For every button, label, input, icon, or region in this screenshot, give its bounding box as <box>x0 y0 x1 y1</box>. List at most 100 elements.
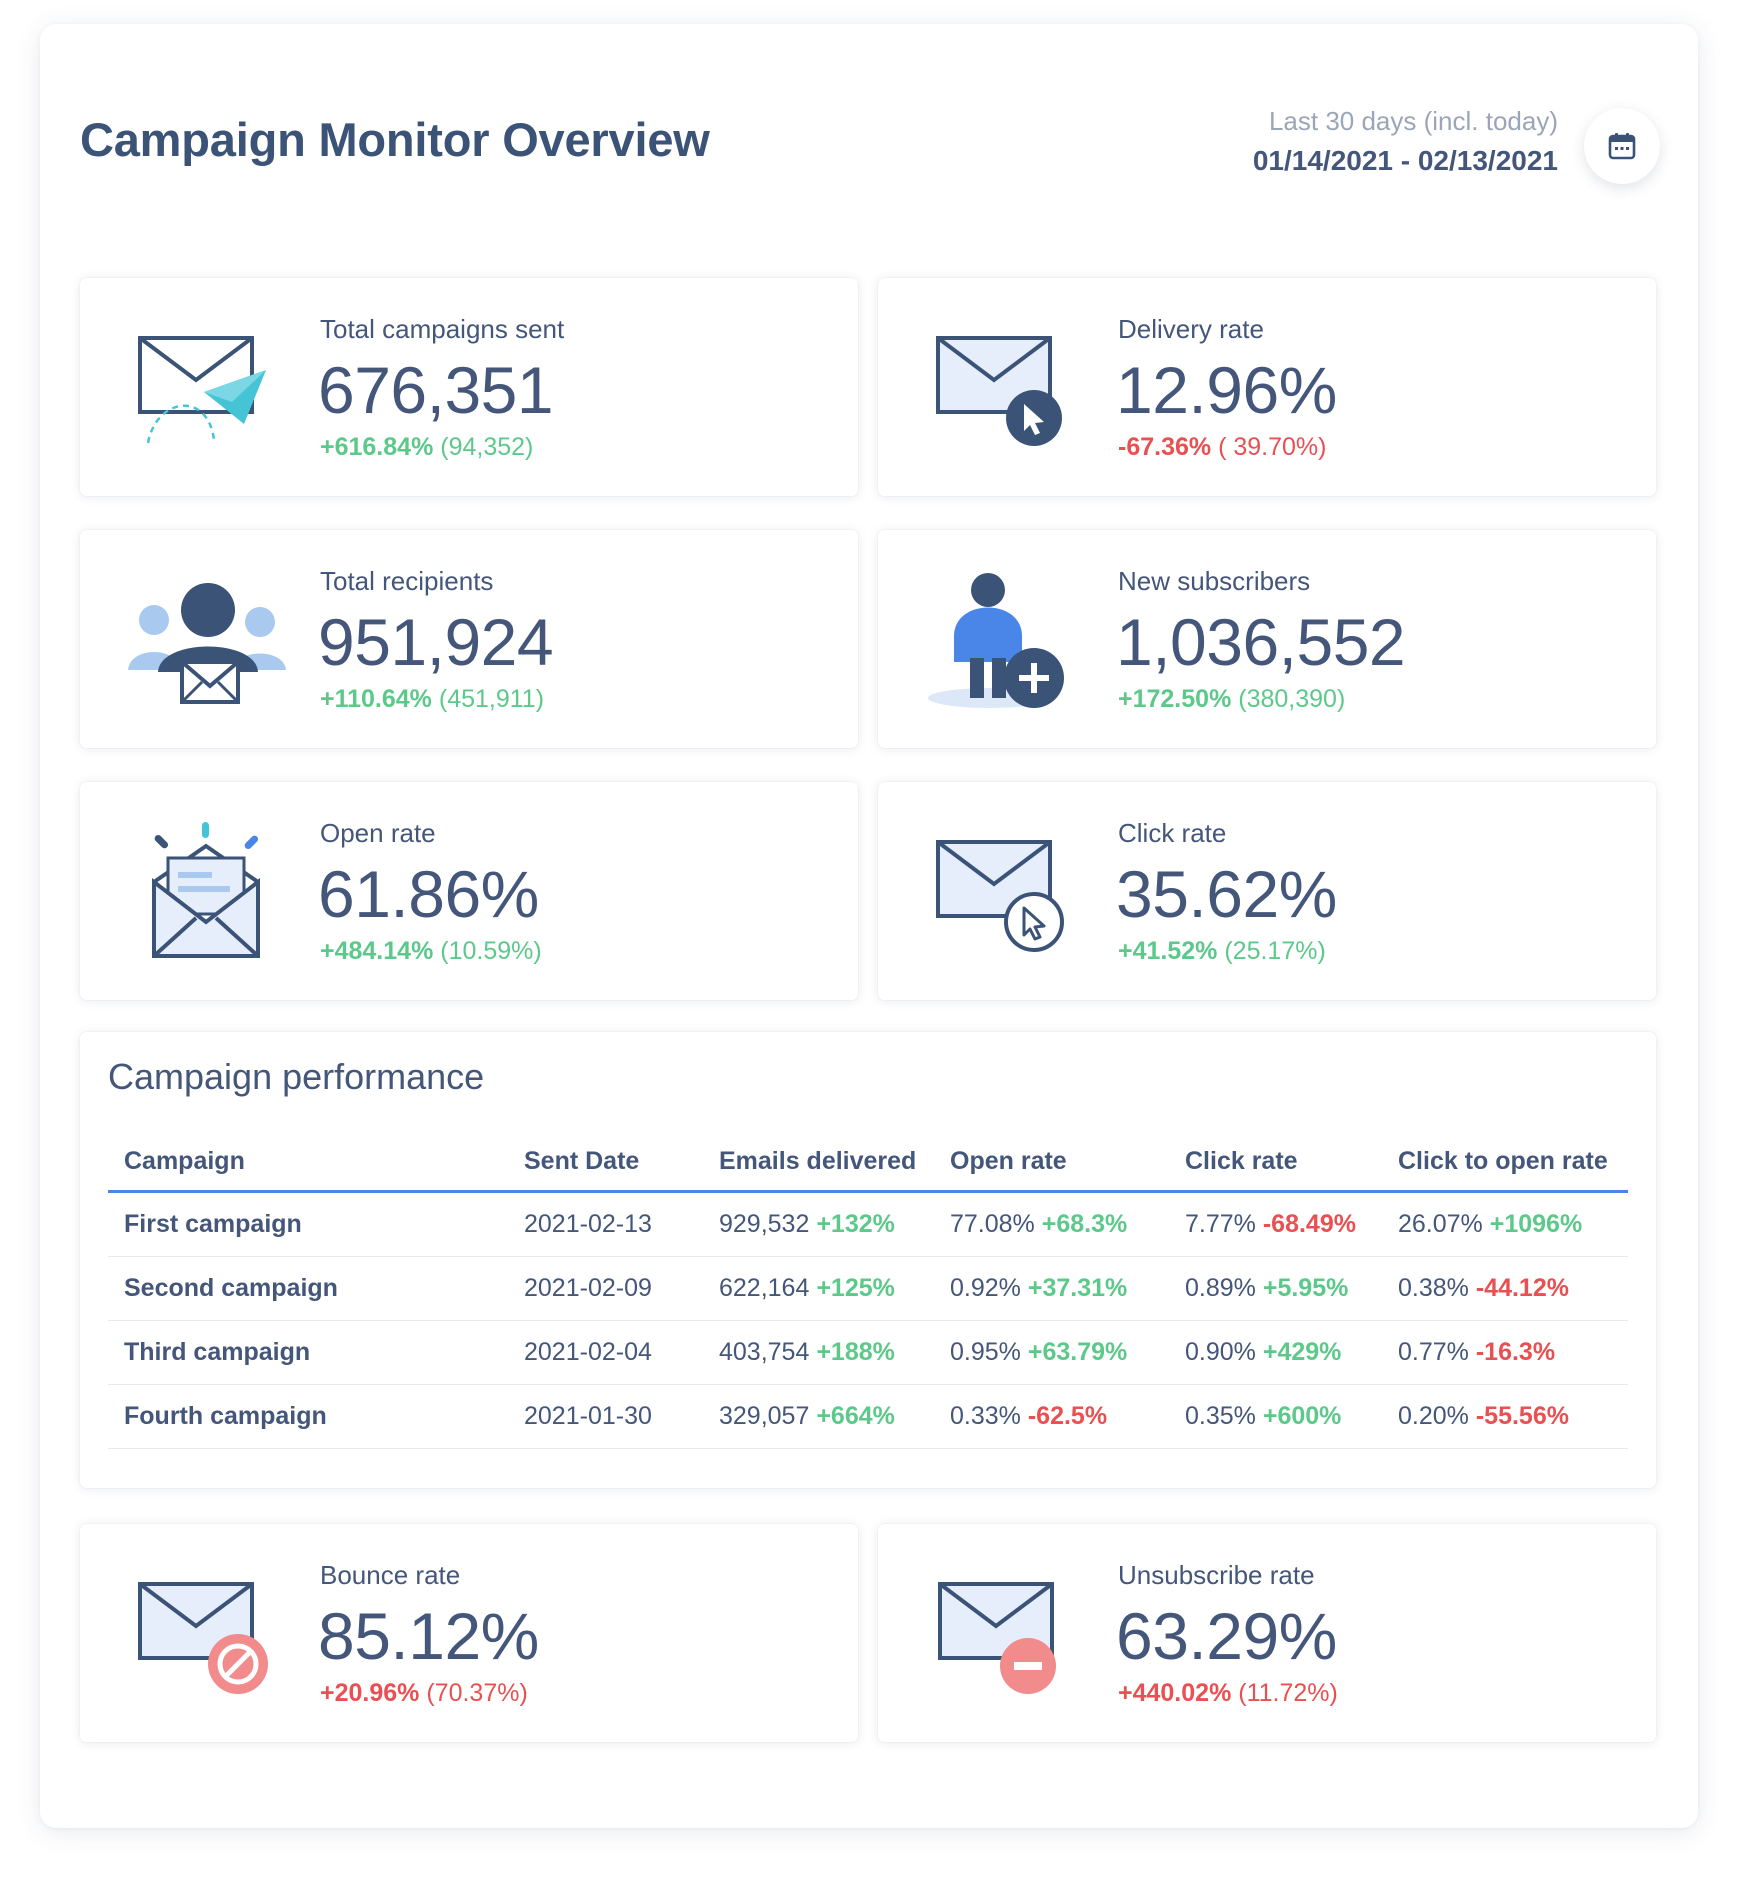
click-to-open-rate-change: +1096% <box>1489 1210 1583 1238</box>
kpi-card-click-rate: Click rate 35.62% +41.52% (25.17%) <box>878 782 1656 1000</box>
click-rate-change: -68.49% <box>1262 1210 1356 1238</box>
emails-delivered-change: +132% <box>816 1210 895 1238</box>
table-row: Third campaign 2021-02-04 403,754 +188% … <box>108 1320 1628 1385</box>
kpi-change-percent: +484.14% <box>320 937 434 965</box>
kpi-change: +41.52% (25.17%) <box>1118 937 1326 966</box>
open-rate-cell: 0.95% +63.79% <box>934 1320 1169 1385</box>
column-header-campaign[interactable]: Campaign <box>108 1132 508 1193</box>
emails-delivered-change: +125% <box>816 1274 895 1302</box>
table-header-row: Campaign Sent Date Emails delivered Open… <box>108 1132 1628 1193</box>
column-header-sent-date[interactable]: Sent Date <box>508 1132 703 1193</box>
open-rate: 77.08% <box>950 1210 1035 1238</box>
open-rate-change: +37.31% <box>1027 1274 1128 1302</box>
kpi-previous-value: (380,390) <box>1238 685 1346 713</box>
campaign-name: Second campaign <box>108 1256 508 1321</box>
page-title: Campaign Monitor Overview <box>80 113 710 166</box>
open-rate-cell: 0.33% -62.5% <box>934 1384 1169 1449</box>
emails-delivered-cell: 622,164 +125% <box>703 1256 934 1321</box>
emails-delivered-change: +664% <box>816 1402 895 1430</box>
envelope-minus-icon <box>938 1582 1056 1694</box>
kpi-value: 85.12% <box>318 1599 539 1673</box>
kpi-previous-value: (94,352) <box>440 433 534 461</box>
click-to-open-rate-change: -44.12% <box>1475 1274 1569 1302</box>
click-rate-change: +429% <box>1262 1338 1342 1366</box>
kpi-change-percent: -67.36% <box>1118 433 1212 461</box>
click-to-open-rate-cell: 0.38% -44.12% <box>1382 1256 1628 1321</box>
click-rate-cell: 0.90% +429% <box>1169 1320 1382 1385</box>
kpi-value: 61.86% <box>318 857 539 931</box>
kpi-change: +484.14% (10.59%) <box>320 937 542 966</box>
kpi-previous-value: (11.72%) <box>1238 1679 1338 1707</box>
kpi-label: Click rate <box>1118 818 1227 848</box>
click-rate-cell: 7.77% -68.49% <box>1169 1191 1382 1257</box>
click-rate-change: +5.95% <box>1262 1274 1349 1302</box>
column-header-open-rate[interactable]: Open rate <box>934 1132 1169 1193</box>
kpi-label: Total campaigns sent <box>320 314 565 344</box>
click-rate-cell: 0.89% +5.95% <box>1169 1256 1382 1321</box>
sent-date: 2021-01-30 <box>508 1384 703 1449</box>
click-to-open-rate-change: -55.56% <box>1475 1402 1569 1430</box>
kpi-label: Unsubscribe rate <box>1118 1560 1315 1590</box>
column-header-click-to-open-rate[interactable]: Click to open rate <box>1382 1132 1628 1193</box>
click-rate: 7.77% <box>1185 1210 1256 1238</box>
table-row: First campaign 2021-02-13 929,532 +132% … <box>108 1191 1628 1257</box>
open-rate-change: -62.5% <box>1027 1402 1108 1430</box>
kpi-card-open-rate: Open rate 61.86% +484.14% (10.59%) <box>80 782 858 1000</box>
click-to-open-rate-cell: 0.77% -16.3% <box>1382 1320 1628 1385</box>
emails-delivered: 929,532 <box>719 1210 810 1238</box>
open-rate-change: +68.3% <box>1041 1210 1128 1238</box>
kpi-change: +172.50% (380,390) <box>1118 685 1345 714</box>
section-title: Campaign performance <box>108 1056 485 1097</box>
column-header-click-rate[interactable]: Click rate <box>1169 1132 1382 1193</box>
kpi-change-percent: +616.84% <box>320 433 434 461</box>
column-header-emails-delivered[interactable]: Emails delivered <box>703 1132 934 1193</box>
click-rate: 0.89% <box>1185 1274 1256 1302</box>
emails-delivered-cell: 929,532 +132% <box>703 1191 934 1257</box>
kpi-change: -67.36% ( 39.70%) <box>1118 433 1326 462</box>
open-rate-cell: 0.92% +37.31% <box>934 1256 1169 1321</box>
envelope-blocked-icon <box>138 1582 268 1694</box>
kpi-change: +440.02% (11.72%) <box>1118 1679 1338 1708</box>
click-rate: 0.35% <box>1185 1402 1256 1430</box>
open-rate-cell: 77.08% +68.3% <box>934 1191 1169 1257</box>
click-rate-change: +600% <box>1262 1402 1342 1430</box>
date-range-label: Last 30 days (incl. today) <box>1268 106 1558 136</box>
click-to-open-rate: 26.07% <box>1398 1210 1483 1238</box>
kpi-value: 1,036,552 <box>1116 605 1406 679</box>
kpi-change-percent: +110.64% <box>320 685 432 713</box>
sent-date: 2021-02-13 <box>508 1191 703 1257</box>
calendar-icon <box>1608 133 1636 160</box>
campaign-name: First campaign <box>108 1191 508 1257</box>
kpi-card-bounce-rate: Bounce rate 85.12% +20.96% (70.37%) <box>80 1524 858 1742</box>
kpi-change: +110.64% (451,911) <box>320 685 544 714</box>
open-rate: 0.95% <box>950 1338 1021 1366</box>
kpi-label: Delivery rate <box>1118 314 1264 344</box>
kpi-card-new-subscribers: New subscribers 1,036,552 +172.50% (380,… <box>878 530 1656 748</box>
kpi-label: Bounce rate <box>320 1560 461 1590</box>
campaign-performance-table: Campaign Sent Date Emails delivered Open… <box>108 1132 1628 1449</box>
kpi-value: 676,351 <box>318 353 554 427</box>
kpi-change-percent: +20.96% <box>320 1679 420 1707</box>
emails-delivered-cell: 329,057 +664% <box>703 1384 934 1449</box>
open-rate-change: +63.79% <box>1027 1338 1128 1366</box>
person-add-icon <box>928 573 1064 708</box>
kpi-change-percent: +172.50% <box>1118 685 1232 713</box>
kpi-card-campaigns-sent: Total campaigns sent 676,351 +616.84% (9… <box>80 278 858 496</box>
emails-delivered-cell: 403,754 +188% <box>703 1320 934 1385</box>
campaign-name: Fourth campaign <box>108 1384 508 1449</box>
emails-delivered-change: +188% <box>816 1338 895 1366</box>
campaign-performance-panel: Campaign performance Campaign Sent Date … <box>80 1032 1656 1488</box>
emails-delivered: 403,754 <box>719 1338 810 1366</box>
click-to-open-rate: 0.38% <box>1398 1274 1469 1302</box>
date-range-picker-button[interactable] <box>1584 108 1660 184</box>
envelope-click-icon <box>936 840 1064 952</box>
paper-plane-envelope-icon <box>138 336 266 444</box>
kpi-change-percent: +41.52% <box>1118 937 1218 965</box>
kpi-previous-value: ( 39.70%) <box>1218 433 1327 461</box>
open-rate: 0.92% <box>950 1274 1021 1302</box>
click-to-open-rate-change: -16.3% <box>1475 1338 1556 1366</box>
sent-date: 2021-02-04 <box>508 1320 703 1385</box>
date-range-value: 01/14/2021 - 02/13/2021 <box>1252 145 1558 176</box>
kpi-previous-value: (451,911) <box>438 685 545 713</box>
click-to-open-rate: 0.20% <box>1398 1402 1469 1430</box>
